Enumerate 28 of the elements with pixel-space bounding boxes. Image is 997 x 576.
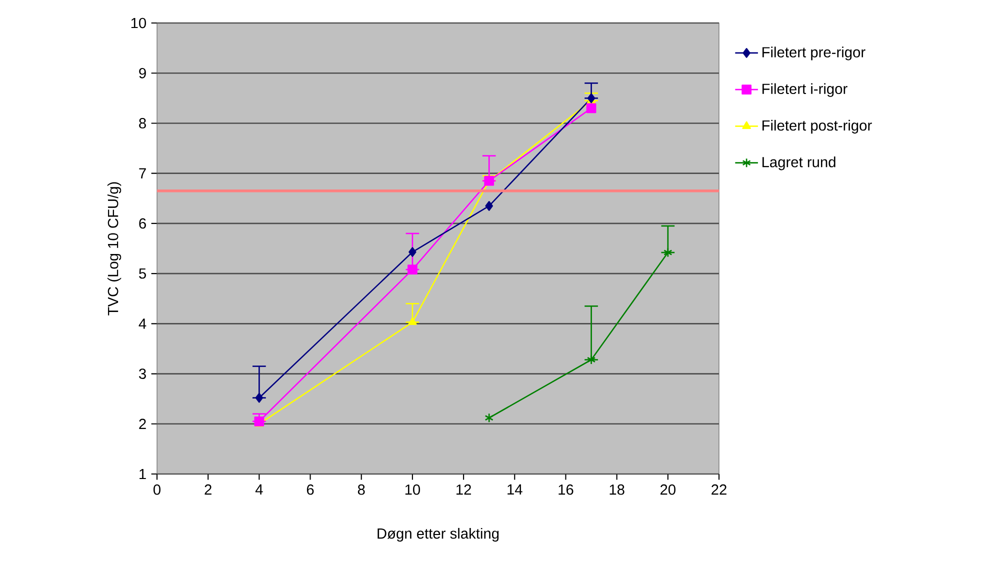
y-tick-label: 2	[139, 418, 146, 430]
x-tick-label: 20	[660, 484, 676, 495]
x-tick-label: 2	[204, 484, 212, 495]
y-tick-label: 1	[140, 468, 146, 480]
x-tick-label: 10	[405, 484, 420, 495]
y-tick-label: 6	[139, 218, 146, 229]
legend-label: Lagret rund	[762, 156, 836, 170]
y-tick-label: 10	[131, 18, 146, 28]
x-tick-label: 22	[712, 484, 726, 495]
x-tick-label: 12	[456, 484, 471, 495]
legend-label: Filetert pre-rigor	[762, 46, 866, 60]
y-axis-title: TVC (Log 10 CFU/g)	[107, 182, 122, 316]
y-tick-label: 8	[139, 118, 146, 128]
x-tick-label: 14	[508, 484, 522, 494]
y-tick-label: 4	[138, 318, 146, 329]
x-tick-label: 4	[255, 484, 263, 494]
y-tick-label: 5	[139, 268, 146, 279]
x-tick-label: 6	[306, 484, 314, 495]
x-tick-label: 18	[610, 484, 624, 495]
y-tick-label: 7	[139, 168, 146, 178]
x-axis-title: Døgn etter slakting	[378, 528, 499, 542]
x-tick-label: 16	[558, 484, 574, 495]
y-tick-label: 3	[139, 368, 146, 379]
y-tick-label: 9	[139, 68, 146, 78]
legend-label: Filetert post-rigor	[762, 120, 872, 134]
x-tick-label: 0	[153, 484, 160, 495]
x-tick-label: 8	[358, 484, 365, 495]
legend-label: Filetert i-rigor	[762, 83, 848, 97]
